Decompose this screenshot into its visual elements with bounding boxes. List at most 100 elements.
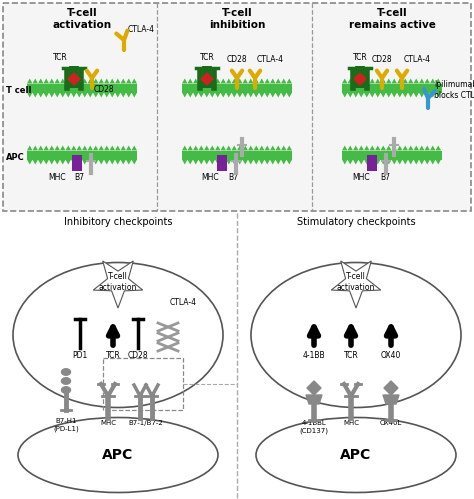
Bar: [182, 151, 292, 160]
Polygon shape: [397, 92, 402, 97]
Polygon shape: [65, 160, 71, 165]
Polygon shape: [126, 92, 131, 97]
Polygon shape: [99, 78, 104, 83]
Polygon shape: [99, 146, 104, 151]
Polygon shape: [226, 78, 231, 83]
Text: CD28: CD28: [372, 55, 392, 64]
Polygon shape: [88, 78, 93, 83]
Polygon shape: [44, 146, 49, 151]
Polygon shape: [201, 73, 213, 85]
Polygon shape: [270, 146, 275, 151]
Polygon shape: [425, 78, 430, 83]
Text: CD28: CD28: [94, 85, 115, 94]
Polygon shape: [408, 92, 413, 97]
Polygon shape: [188, 146, 193, 151]
Polygon shape: [44, 92, 49, 97]
Text: T-cell
activation: T-cell activation: [337, 272, 375, 292]
Polygon shape: [430, 160, 436, 165]
Polygon shape: [237, 78, 243, 83]
Polygon shape: [354, 73, 366, 85]
Polygon shape: [364, 78, 370, 83]
Polygon shape: [109, 92, 115, 97]
Polygon shape: [402, 78, 408, 83]
Polygon shape: [71, 78, 76, 83]
Polygon shape: [384, 381, 398, 395]
Polygon shape: [243, 78, 248, 83]
Polygon shape: [425, 92, 430, 97]
Polygon shape: [264, 92, 270, 97]
Polygon shape: [386, 146, 392, 151]
Polygon shape: [370, 160, 375, 165]
Polygon shape: [254, 78, 259, 83]
Polygon shape: [82, 78, 88, 83]
Polygon shape: [71, 146, 76, 151]
Polygon shape: [38, 146, 44, 151]
Polygon shape: [115, 146, 120, 151]
Polygon shape: [76, 146, 82, 151]
Polygon shape: [60, 92, 65, 97]
Polygon shape: [375, 78, 381, 83]
Polygon shape: [364, 160, 370, 165]
Polygon shape: [281, 92, 286, 97]
Polygon shape: [347, 146, 353, 151]
Polygon shape: [104, 160, 109, 165]
Polygon shape: [248, 78, 254, 83]
Polygon shape: [353, 146, 358, 151]
Polygon shape: [215, 78, 220, 83]
Ellipse shape: [256, 418, 456, 493]
Polygon shape: [193, 146, 199, 151]
Polygon shape: [131, 146, 137, 151]
Polygon shape: [342, 78, 347, 83]
Polygon shape: [193, 78, 199, 83]
Polygon shape: [392, 160, 397, 165]
Polygon shape: [347, 92, 353, 97]
Polygon shape: [243, 146, 248, 151]
Polygon shape: [397, 78, 402, 83]
Bar: [342, 151, 442, 160]
Polygon shape: [264, 160, 270, 165]
Polygon shape: [226, 160, 231, 165]
Polygon shape: [275, 92, 281, 97]
Polygon shape: [402, 92, 408, 97]
Bar: [27, 151, 137, 160]
Polygon shape: [71, 92, 76, 97]
Bar: [217, 155, 227, 171]
Polygon shape: [436, 146, 441, 151]
Polygon shape: [104, 78, 109, 83]
Polygon shape: [104, 146, 109, 151]
Polygon shape: [188, 160, 193, 165]
Polygon shape: [358, 160, 364, 165]
Polygon shape: [204, 146, 210, 151]
Polygon shape: [270, 78, 275, 83]
Polygon shape: [275, 160, 281, 165]
Text: TCR: TCR: [200, 53, 214, 62]
Polygon shape: [264, 146, 270, 151]
Text: PD1: PD1: [73, 351, 88, 360]
Text: T-cell
remains active: T-cell remains active: [348, 8, 436, 29]
Polygon shape: [413, 78, 419, 83]
Polygon shape: [375, 92, 381, 97]
FancyBboxPatch shape: [3, 3, 471, 211]
Polygon shape: [259, 78, 264, 83]
Polygon shape: [115, 78, 120, 83]
Polygon shape: [38, 160, 44, 165]
Text: Ipilimumab
blocks CTLA-4: Ipilimumab blocks CTLA-4: [434, 80, 474, 100]
Text: MHC: MHC: [100, 420, 116, 426]
Polygon shape: [182, 160, 188, 165]
Polygon shape: [126, 146, 131, 151]
Text: Stimulatory checkpoints: Stimulatory checkpoints: [297, 217, 415, 227]
Polygon shape: [353, 160, 358, 165]
Polygon shape: [126, 160, 131, 165]
Polygon shape: [286, 146, 292, 151]
Polygon shape: [353, 78, 358, 83]
Polygon shape: [93, 146, 99, 151]
Polygon shape: [49, 160, 55, 165]
Polygon shape: [93, 261, 143, 308]
Polygon shape: [182, 146, 188, 151]
Polygon shape: [237, 160, 243, 165]
Bar: [72, 155, 82, 171]
Polygon shape: [76, 78, 82, 83]
Polygon shape: [381, 92, 386, 97]
Polygon shape: [392, 146, 397, 151]
Polygon shape: [231, 78, 237, 83]
